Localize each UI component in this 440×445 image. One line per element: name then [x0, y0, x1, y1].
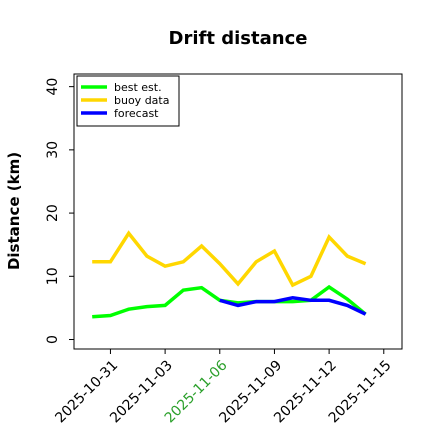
legend-label-buoy-data: buoy data [114, 94, 169, 107]
legend: best est. buoy data forecast [76, 75, 180, 127]
y-tick-label: 20 [45, 204, 61, 222]
x-ticks: 2025-10-312025-11-032025-11-062025-11-09… [52, 349, 395, 426]
legend-label-best-est: best est. [114, 81, 162, 94]
y-ticks: 0 10 20 30 40 [45, 78, 74, 344]
series-line-forecast [219, 296, 367, 316]
y-tick-label: 30 [45, 141, 61, 159]
series-layer [92, 230, 367, 319]
legend-label-forecast: forecast [114, 107, 159, 120]
y-tick-label: 40 [45, 78, 61, 96]
y-tick-label: 0 [45, 335, 61, 344]
y-axis-label: Distance (km) [5, 152, 23, 270]
y-tick-label: 10 [45, 267, 61, 285]
chart-title: Drift distance [169, 28, 308, 49]
series-line-buoy-data [92, 230, 367, 288]
